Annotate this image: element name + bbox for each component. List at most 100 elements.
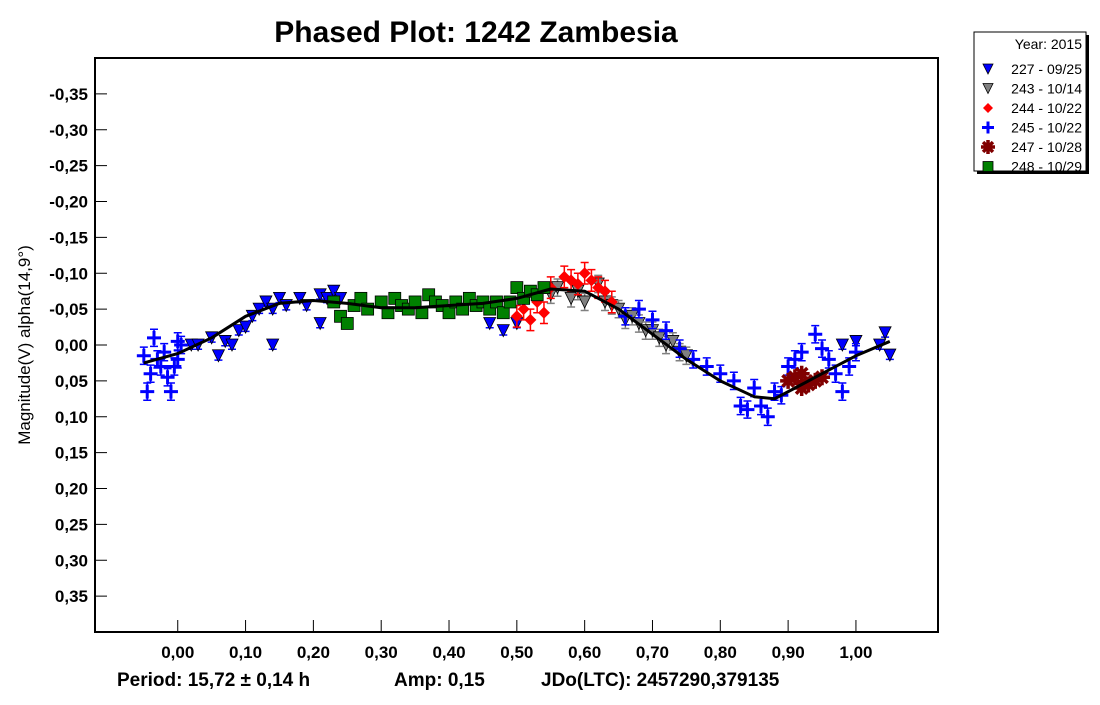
data-point <box>883 348 897 362</box>
y-axis-label: Magnitude(V) alpha(14,9°) <box>15 245 34 445</box>
data-point <box>631 302 646 317</box>
data-point <box>259 295 273 309</box>
y-tick-label: 0,35 <box>55 587 88 606</box>
data-point <box>760 409 775 424</box>
data-point <box>143 366 158 381</box>
y-tick-label: 0,30 <box>55 551 88 570</box>
legend-item: 247 - 10/28 <box>981 139 1082 155</box>
jdo-text: JDo(LTC): 2457290,379135 <box>541 670 780 691</box>
data-point <box>982 63 994 75</box>
fit-curve <box>143 287 891 401</box>
data-point <box>266 338 280 352</box>
legend-item: 244 - 10/22 <box>983 100 1082 116</box>
data-point <box>313 317 327 331</box>
data-point <box>537 306 550 319</box>
data-point <box>740 402 755 417</box>
data-point <box>983 103 993 113</box>
legend-item: 243 - 10/14 <box>982 81 1082 97</box>
y-tick-label: -0,35 <box>49 85 88 104</box>
data-point <box>793 365 810 382</box>
x-tick-label: 0,20 <box>297 643 330 662</box>
data-point <box>510 281 524 295</box>
data-point <box>167 359 182 374</box>
data-point <box>787 352 802 367</box>
data-point <box>238 320 253 334</box>
data-point <box>815 341 830 356</box>
y-tick-label: -0,20 <box>49 193 88 212</box>
data-point <box>659 323 674 338</box>
legend-item: 227 - 09/25 <box>982 61 1082 77</box>
y-axis: -0,35 -0,30 -0,25 -0,20 -0,15 -0,10 -0,05 0,00 0… <box>49 85 107 606</box>
legend-label: 247 - 10/28 <box>1011 139 1082 155</box>
period-text: Period: 15,72 ± 0,14 h <box>117 670 310 691</box>
data-point <box>517 303 530 316</box>
data-point <box>571 278 584 291</box>
chart-title: Phased Plot: 1242 Zambesia <box>274 16 678 49</box>
y-tick-label: 0,20 <box>55 480 88 499</box>
data-point <box>496 324 510 338</box>
data-point <box>878 326 892 340</box>
y-tick-label: -0,30 <box>49 121 88 140</box>
x-tick-label: 1,00 <box>839 643 872 662</box>
data-point <box>981 140 995 154</box>
data-point <box>354 291 368 305</box>
data-marks <box>136 261 897 427</box>
x-tick-label: 0,60 <box>568 643 601 662</box>
data-point <box>849 335 863 349</box>
plot-area <box>94 57 939 633</box>
y-tick-label: -0,10 <box>49 264 88 283</box>
data-point <box>225 338 239 352</box>
legend-label: 243 - 10/14 <box>1011 81 1082 97</box>
x-tick-label: 0,10 <box>229 643 262 662</box>
x-tick-label: 0,30 <box>365 643 398 662</box>
legend-label: 244 - 10/22 <box>1011 100 1082 116</box>
legend: Year: 2015 227 - 09/25 243 - 10/14 244 - 1… <box>973 31 1089 175</box>
series-245 <box>136 299 863 427</box>
y-tick-label: 0,05 <box>55 372 88 391</box>
data-point <box>483 317 497 331</box>
data-point <box>578 295 592 309</box>
amp-text: Amp: 0,15 <box>394 670 485 691</box>
data-point <box>808 327 823 342</box>
legend-label: 248 - 10/29 <box>1011 159 1082 175</box>
legend-item: 245 - 10/22 <box>982 120 1082 136</box>
data-point <box>747 381 762 396</box>
data-point <box>136 348 151 363</box>
data-point <box>174 338 189 352</box>
x-tick-label: 0,00 <box>161 643 194 662</box>
data-point <box>753 398 768 413</box>
x-tick-label: 0,90 <box>772 643 805 662</box>
data-point <box>842 359 857 374</box>
data-point <box>828 366 843 381</box>
y-tick-label: 0,10 <box>55 408 88 427</box>
data-point <box>524 313 537 326</box>
data-point <box>327 284 341 299</box>
legend-item: 248 - 10/29 <box>982 159 1082 175</box>
data-point <box>982 83 994 95</box>
data-point <box>713 366 728 381</box>
y-tick-label: -0,25 <box>49 157 88 176</box>
data-point <box>835 338 850 352</box>
footer: Period: 15,72 ± 0,14 h Amp: 0,15 JDo(LTC… <box>117 670 780 691</box>
data-point <box>599 285 612 298</box>
data-point <box>442 306 456 320</box>
data-point <box>147 330 162 345</box>
legend-label: 227 - 09/25 <box>1011 61 1082 77</box>
y-tick-label: -0,15 <box>49 228 88 247</box>
data-point <box>645 312 660 327</box>
y-tick-label: 0,15 <box>55 444 88 463</box>
y-tick-label: -0,05 <box>49 300 88 319</box>
data-point <box>781 359 796 374</box>
data-point <box>272 291 287 306</box>
data-point <box>821 352 836 367</box>
data-point <box>835 384 850 399</box>
x-axis: 0,00 0,10 0,20 0,30 0,40 0,50 0,60 0,70 0,80 0,90… <box>161 620 872 662</box>
data-point <box>293 291 307 306</box>
data-point <box>496 306 510 320</box>
data-point <box>666 335 680 349</box>
data-point <box>982 121 994 134</box>
x-tick-label: 0,70 <box>636 643 669 662</box>
data-point <box>163 384 178 399</box>
data-point <box>340 317 354 330</box>
